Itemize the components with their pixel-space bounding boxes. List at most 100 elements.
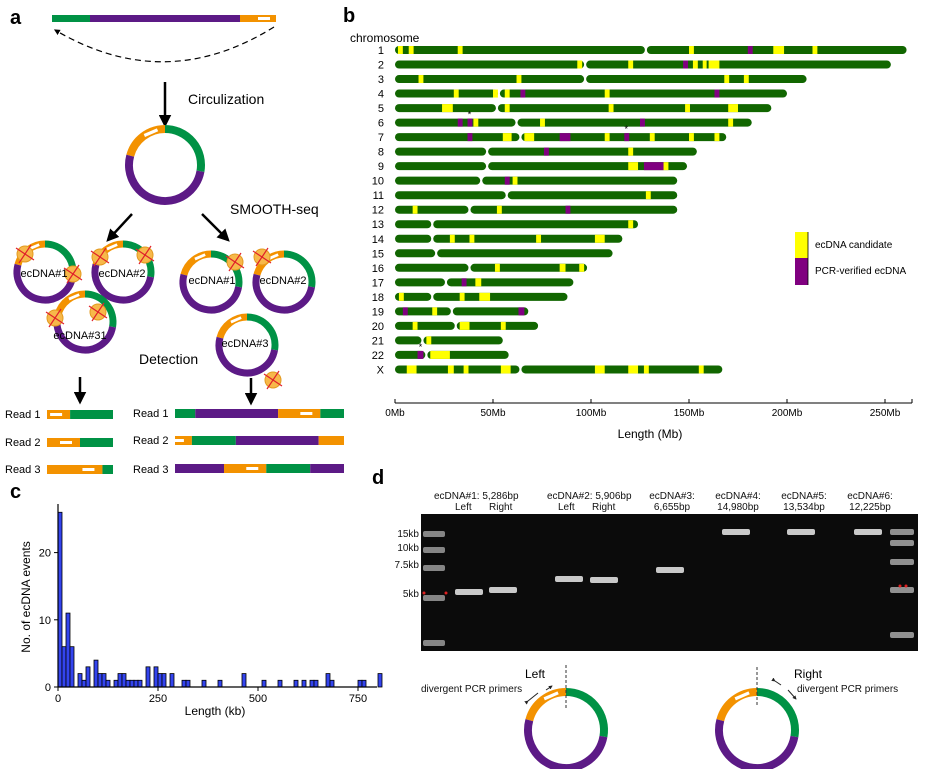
chromosome-label: 13 <box>372 219 384 231</box>
y-tick-label: 0 <box>45 682 51 694</box>
linear-dna <box>52 15 276 22</box>
histogram-bar <box>201 679 207 688</box>
gel-band <box>854 529 882 535</box>
right-diagram-title: Right <box>794 667 823 681</box>
lane-header: ecDNA#5: <box>781 491 827 502</box>
cut-mark-icon <box>225 252 245 272</box>
ring-segment-purple <box>53 313 117 354</box>
ecdna-candidate-mark <box>504 89 510 98</box>
ecdna-candidate-mark <box>469 234 475 243</box>
ring-segment-purple <box>524 719 608 769</box>
ecdna-candidate-mark <box>516 75 522 84</box>
chromosome-9: 9 <box>378 161 688 173</box>
chromosome-15: 15 <box>372 248 613 260</box>
histogram-bar <box>217 679 223 688</box>
x-axis-title: Length (Mb) <box>618 427 683 441</box>
gel-bands <box>422 529 914 646</box>
ecdna-candidate-mark <box>594 234 605 243</box>
chromosome-arm <box>499 89 787 98</box>
saturation-mark <box>444 591 448 595</box>
y-axis-title: chromosome <box>350 31 420 45</box>
chromosome-12: 12 <box>372 205 678 217</box>
histogram-bar <box>325 673 331 688</box>
ring-segment-orange <box>716 688 758 722</box>
ecdna-candidate-mark <box>743 75 749 84</box>
pcr-verified-mark <box>543 147 549 156</box>
histogram-bar <box>377 673 383 688</box>
x-axis-title: Length (kb) <box>185 704 246 718</box>
pcr-verified-mark <box>461 278 467 287</box>
primer-arrow-icon <box>524 692 539 705</box>
chromosome-arm <box>517 118 752 127</box>
chromosome-20: 20 <box>372 321 539 333</box>
chromosome-arm <box>437 249 613 258</box>
ecdna-candidate-mark <box>628 60 634 69</box>
gel-image <box>421 514 918 651</box>
histogram-bar <box>277 679 283 688</box>
pcr-verified-mark <box>417 350 424 359</box>
lane-header: 12,225bp <box>849 502 891 513</box>
circle-label: ecDNA#2 <box>259 275 306 287</box>
ecdna-candidate-mark <box>496 205 502 214</box>
chromosome-label: 6 <box>378 118 384 130</box>
lane-header: ecDNA#2: 5,906bp <box>547 491 632 502</box>
read-label: Read 3 <box>133 464 168 476</box>
lane-header: Left <box>558 502 575 513</box>
chromosome-arm <box>395 336 422 345</box>
reads: Read 1 Read 2 Read 3 Read 1 Read 2 Read … <box>5 408 344 476</box>
ring-segment-purple <box>179 273 243 314</box>
chromosome-arm <box>395 176 481 185</box>
chromosome-16: 16 <box>372 263 588 275</box>
chromosome-18: 18 <box>372 292 568 304</box>
histogram-bar <box>125 679 131 688</box>
arrow-left-icon <box>106 213 133 242</box>
read-segment-green <box>266 464 311 473</box>
primer-arrow-icon <box>545 685 553 691</box>
pcr-verified-mark <box>559 133 571 142</box>
chromosome-arm <box>470 205 678 214</box>
ecdna-candidate-mark <box>579 263 585 272</box>
gel-band <box>722 529 750 535</box>
chromosome-arm <box>452 307 529 316</box>
x-tick-label: 250 <box>149 693 167 705</box>
chromosome-arm <box>395 321 455 330</box>
x-axis: 0Mb 50Mb 100Mb 150Mb 200Mb 250Mb <box>385 399 913 419</box>
histogram-bar <box>113 679 119 688</box>
chromosome-11: 11 <box>373 190 678 202</box>
circle-label: ecDNA#3 <box>221 338 268 350</box>
ring-segment-orange <box>216 313 248 339</box>
read-segment-orange <box>224 464 267 473</box>
gel-band <box>489 587 517 593</box>
histogram-bar <box>77 673 83 688</box>
circle-label: ecDNA#1 <box>188 275 235 287</box>
star-marker: * <box>468 110 472 120</box>
read-segment-orange <box>47 465 103 474</box>
pcr-verified-mark <box>747 46 753 54</box>
chromosome-label: 3 <box>378 74 384 86</box>
read-segment-green <box>80 438 113 447</box>
pcr-verified-mark <box>504 176 510 185</box>
tick-label: 100Mb <box>576 408 607 419</box>
ecdna-candidate-mark <box>412 321 418 330</box>
chromosome-2: 2 <box>378 60 891 72</box>
ladder-band <box>423 595 445 601</box>
ecdna-candidate-mark <box>432 307 438 316</box>
histogram-bar <box>97 673 103 688</box>
read-segment-green <box>175 409 196 418</box>
chromosome-label: X <box>377 364 385 376</box>
tick-label: 50Mb <box>480 408 505 419</box>
ecdna-candidate-mark <box>663 162 669 171</box>
ecdna-candidate-mark <box>540 118 545 127</box>
pcr-verified-mark <box>683 60 689 69</box>
read-label: Read 2 <box>5 437 40 449</box>
ecdna-candidate-mark <box>728 118 734 127</box>
read-segment-purple <box>175 464 225 473</box>
histogram-bar <box>105 679 111 688</box>
ecdna-candidate-mark <box>628 147 634 156</box>
histogram-bar <box>261 679 267 688</box>
ecdna-candidate-mark <box>459 292 465 301</box>
chromosome-4: 4 <box>378 89 787 101</box>
lane-header: ecDNA#4: <box>715 491 761 502</box>
ecdna-candidate-mark <box>473 118 479 127</box>
